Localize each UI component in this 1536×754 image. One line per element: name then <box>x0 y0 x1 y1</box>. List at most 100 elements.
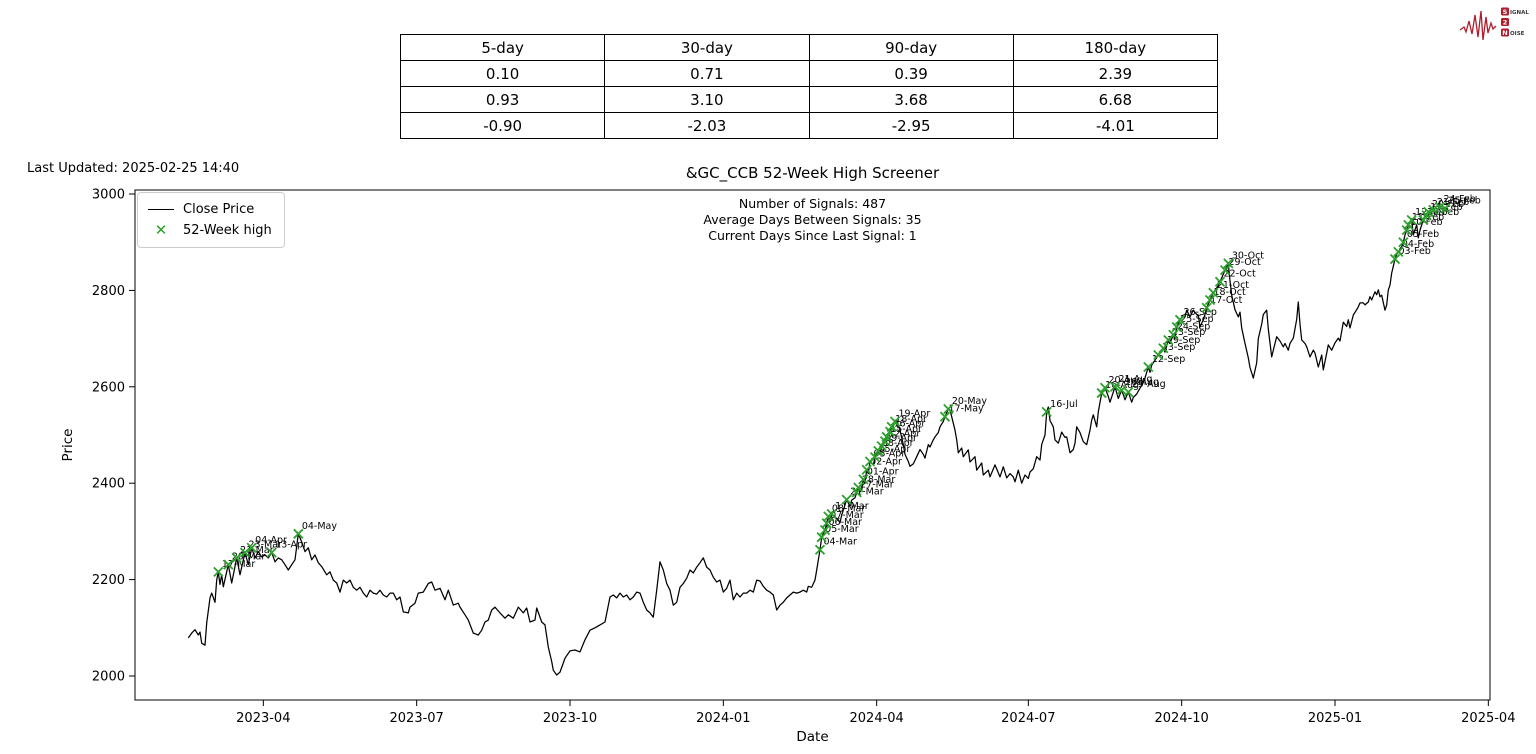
signal-x-marker <box>1393 246 1404 257</box>
signal-x-marker <box>1223 258 1234 269</box>
table-cell: 0.10 <box>399 60 606 87</box>
logo-badge-letter: S <box>1503 8 1508 16</box>
x-tick-label: 2024-10 <box>1155 711 1209 726</box>
logo-badge-letter: N <box>1502 29 1507 37</box>
signal-date-label: 21-Feb <box>1437 197 1469 208</box>
signal-date-label: 01-Apr <box>867 466 899 477</box>
signal-date-label: 18-Oct <box>1214 287 1246 298</box>
signal-date-label: 13-Apr <box>275 540 307 551</box>
signal-x-marker <box>1201 302 1212 313</box>
signal-date-label: 23-Sep <box>1172 327 1205 338</box>
signal-x-marker <box>1174 314 1186 325</box>
signal-date-label: 15-Apr <box>890 424 922 435</box>
x-tick-label: 2025-04 <box>1461 711 1515 726</box>
x-tick-label: 2024-04 <box>850 711 904 726</box>
signal-x-marker <box>1158 343 1169 354</box>
chart-legend: Close Price ✕ 52-Week high <box>137 192 285 248</box>
logo-badge <box>1501 7 1509 16</box>
signal-x-marker <box>1406 214 1417 226</box>
signal-date-label: 19-Sep <box>1167 335 1200 346</box>
signal-date-label: 16-Apr <box>894 419 926 430</box>
signal-x-marker <box>1143 361 1154 373</box>
signal-x-marker <box>814 544 826 555</box>
x-tick-label: 2024-07 <box>1001 711 1055 726</box>
signal-date-label: 04-Feb <box>1402 239 1434 250</box>
signal-date-label: 24-Sep <box>1177 322 1210 333</box>
annotation-avg-days: Average Days Between Signals: 35 <box>703 212 922 227</box>
signal-x-marker <box>1204 294 1216 306</box>
table-cell: -2.03 <box>604 112 810 139</box>
signal-x-marker <box>223 559 234 570</box>
signal-date-label: 21-Mar <box>240 545 274 556</box>
table-cell: 90-day <box>808 34 1014 61</box>
line-sample-icon <box>148 209 174 210</box>
y-tick-label: 2200 <box>92 573 125 588</box>
signal-date-label: 04-Mar <box>824 537 858 548</box>
logo-text: IGNAL <box>1510 10 1529 16</box>
signal-x-marker <box>826 508 837 520</box>
signal-date-label: 04-Apr <box>255 535 287 546</box>
x-tick-label: 2025-01 <box>1308 711 1362 726</box>
signal-date-label: 05-Feb <box>1407 229 1439 240</box>
signal-date-label: 26-Sep <box>1184 307 1217 318</box>
signal-date-label: 04-May <box>302 521 338 532</box>
x-marker-icon: ✕ <box>154 221 168 239</box>
table-cell: -4.01 <box>1012 112 1219 139</box>
table-cell: 0.71 <box>604 60 810 87</box>
close-price-line <box>187 206 1449 676</box>
signal-date-label: 17-Oct <box>1210 295 1242 306</box>
signal-x-marker <box>816 532 827 543</box>
signal-x-marker <box>1398 237 1409 248</box>
signal-date-label: 16-Aug <box>1105 380 1139 391</box>
signal-date-label: 22-Oct <box>1224 269 1256 280</box>
signal-x-marker <box>1219 265 1231 276</box>
signal-x-marker <box>1439 203 1451 214</box>
signal-x-marker <box>858 474 869 485</box>
signal-date-label: 08-Mar <box>832 503 866 514</box>
signal-date-label: 08-Apr <box>882 438 914 449</box>
signal-date-label: 02-Apr <box>870 457 902 468</box>
signal-x-marker <box>939 411 951 422</box>
signal-date-label: 29-Aug <box>1132 379 1166 390</box>
y-tick-label: 2400 <box>92 477 125 492</box>
signal-date-label: 16-Jul <box>1050 399 1078 410</box>
table-cell: 0.39 <box>808 60 1014 87</box>
signal-x-marker <box>293 528 304 539</box>
signal-date-label: 13-Sep <box>1162 342 1195 353</box>
legend-label: 52-Week high <box>183 223 272 238</box>
signal-x-marker <box>841 494 852 505</box>
signal-x-marker <box>881 431 892 443</box>
last-updated-label: Last Updated: 2025-02-25 14:40 <box>27 161 240 176</box>
returns-table: 5-day 30-day 90-day 180-day 0.10 0.71 0.39 2.39… <box>399 34 1219 139</box>
y-tick-label: 2600 <box>92 380 125 395</box>
signal-x-marker <box>1096 387 1107 399</box>
signal-date-label: 20-May <box>952 396 988 407</box>
signal-x-marker <box>861 464 872 475</box>
table-header-row: 5-day 30-day 90-day 180-day <box>399 34 1219 61</box>
signal-x-marker <box>853 482 864 493</box>
logo-badge <box>1501 28 1509 37</box>
signal-date-label: 03-Apr <box>874 449 906 460</box>
signal-x-marker <box>1123 386 1134 398</box>
x-axis-label: Date <box>796 729 828 745</box>
signal-date-label: 21-Aug <box>1119 374 1153 385</box>
signal-x-marker <box>869 452 881 463</box>
signal-date-label: 26-Aug <box>1125 377 1159 388</box>
signal-x-marker <box>239 547 251 558</box>
signal-date-label: 27-Mar <box>860 479 894 490</box>
signal-date-label: 23-Mar <box>249 540 283 551</box>
signal-date-label: 06-Mar <box>829 517 863 528</box>
signal-x-marker <box>1168 329 1179 340</box>
signal-x-marker <box>1389 253 1401 265</box>
table-cell: 0.93 <box>399 86 606 113</box>
annotation-days-since: Current Days Since Last Signal: 1 <box>708 228 917 243</box>
signal-date-label: 20-Aug <box>1109 375 1143 386</box>
signal-date-label: 12-Sep <box>1152 354 1185 365</box>
signal-date-label: 18-Apr <box>895 414 927 425</box>
x-tick-label: 2024-01 <box>696 711 750 726</box>
legend-item-close-price: Close Price <box>148 199 272 220</box>
y-axis-label: Price <box>60 429 76 462</box>
logo-badge <box>1501 18 1509 26</box>
table-cell: -2.95 <box>808 112 1014 139</box>
